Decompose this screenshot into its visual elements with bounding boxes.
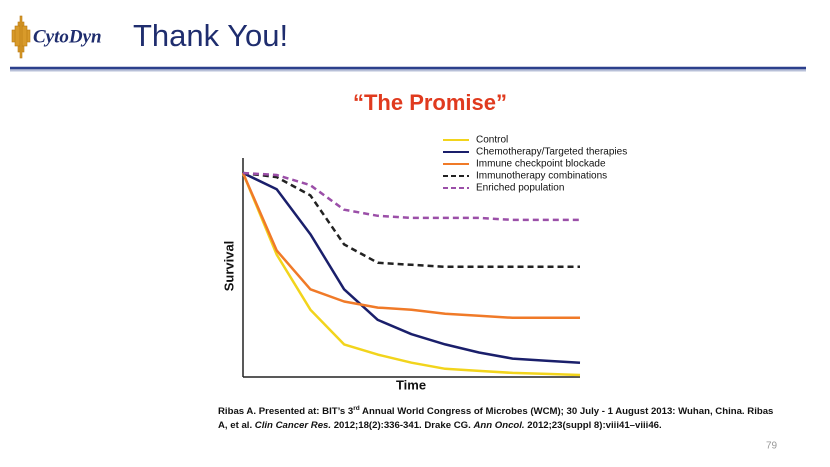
legend-label: Immune checkpoint blockade [476, 159, 606, 170]
citation-text: Annual World Congress of Microbes (WCM);… [218, 406, 774, 431]
chart-title: “The Promise” [353, 90, 507, 115]
series-line [242, 171, 580, 269]
logo-text: CytoDyn [33, 26, 102, 47]
page-number: 79 [766, 441, 778, 452]
series-line [241, 172, 580, 320]
logo-icon [11, 15, 31, 59]
citation-text: 2012;18(2):336-341. Drake CG. [331, 420, 474, 431]
citation: Ribas A. Presented at: BIT’s 3rd Annual … [218, 405, 778, 433]
slide-title: Thank You! [133, 18, 288, 53]
legend-label: Control [476, 135, 508, 146]
series-line [241, 172, 581, 377]
legend-label: Enriched population [476, 183, 564, 194]
citation-journal: Ann Oncol. [473, 420, 525, 431]
y-axis-label: Survival [221, 241, 236, 292]
legend-label: Immunotherapy combinations [476, 171, 607, 182]
series-line [242, 171, 580, 222]
citation-text: Ribas A. Presented at: BIT’s 3 [218, 406, 354, 417]
legend-label: Chemotherapy/Targeted therapies [476, 147, 627, 158]
citation-journal: Clin Cancer Res. [254, 420, 332, 431]
x-axis-label: Time [396, 377, 426, 392]
citation-text: 2012;23(suppl 8):viii41–viii46. [524, 420, 662, 431]
citation-superscript: rd [353, 404, 360, 412]
series-line [242, 171, 581, 364]
